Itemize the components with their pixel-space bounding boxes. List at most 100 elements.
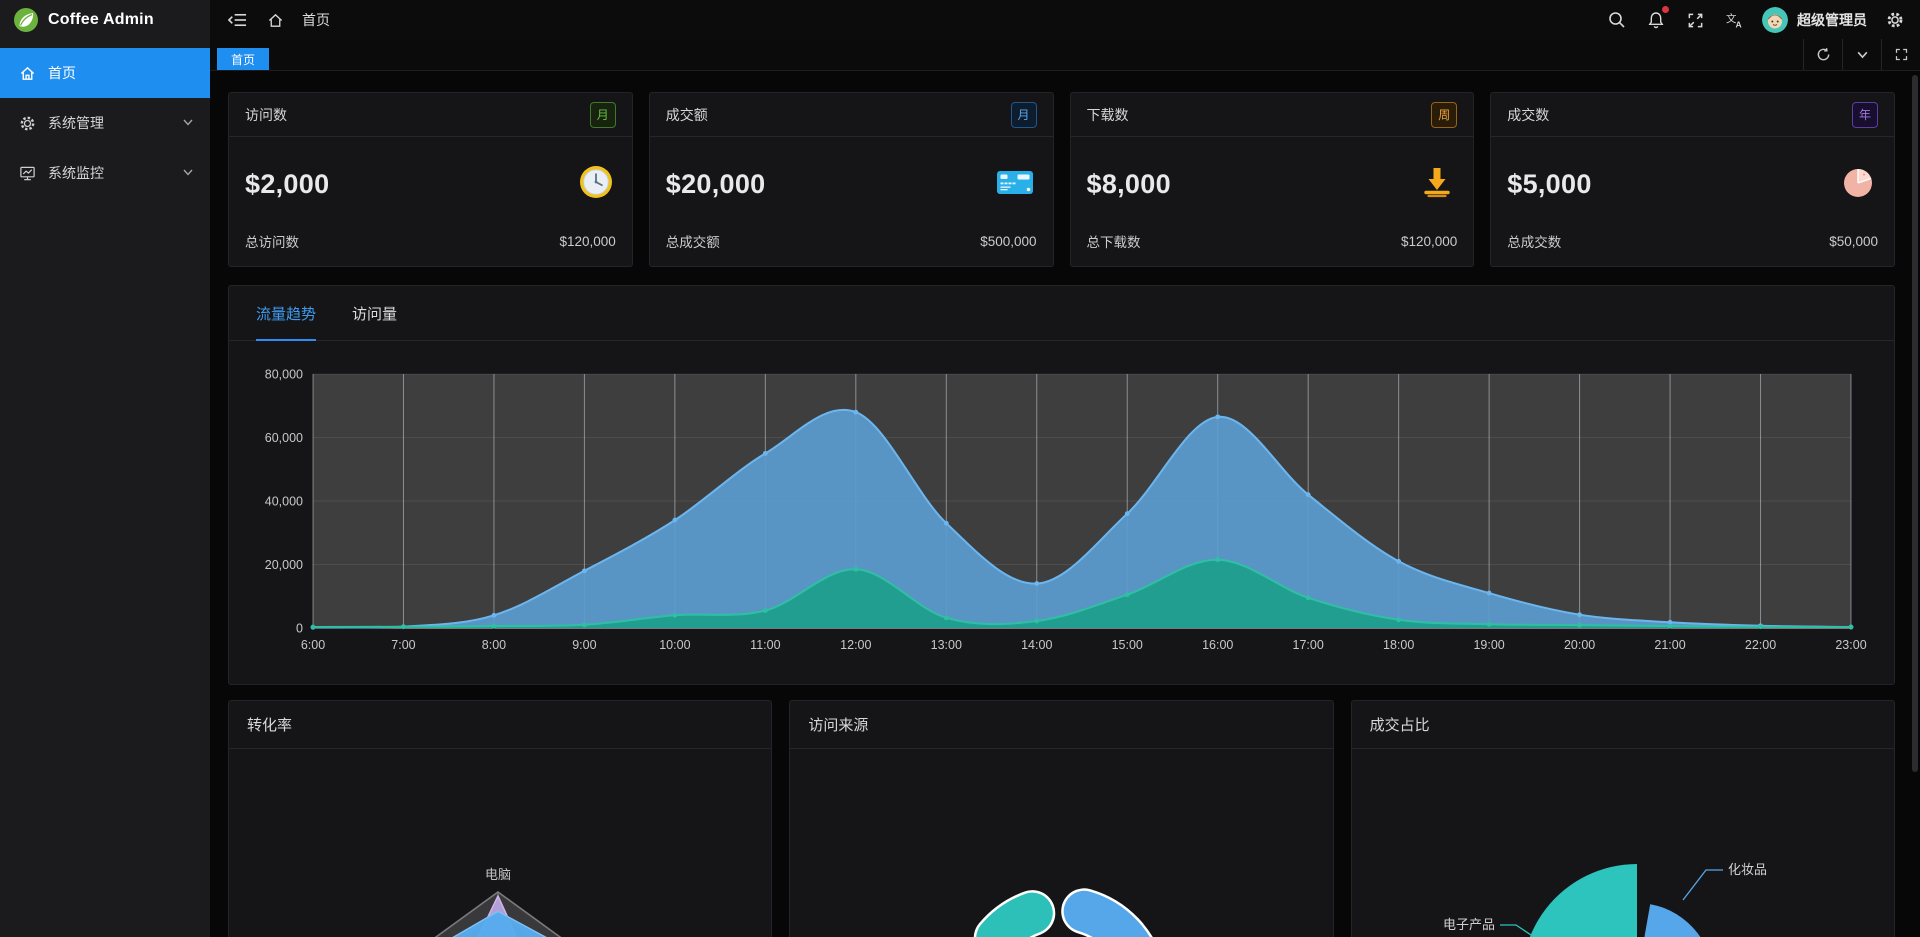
period-badge[interactable]: 月 [589, 101, 616, 128]
svg-text:19:00: 19:00 [1473, 638, 1504, 652]
sidebar-menu: 首页 系统管理 [0, 48, 210, 198]
svg-text:化妆品: 化妆品 [1728, 862, 1767, 877]
deal-share-card: 成交占比 电子产品 化妆品 [1350, 700, 1895, 937]
stat-card-title: 访问数 [245, 106, 287, 123]
stat-card-value: $8,000 [1086, 168, 1171, 199]
notification-dot [1662, 6, 1669, 13]
svg-text:A: A [1735, 20, 1741, 29]
sidebar: Coffee Admin 首页 系统管理 [0, 0, 210, 937]
svg-text:20,000: 20,000 [265, 558, 303, 572]
svg-text:18:00: 18:00 [1383, 638, 1414, 652]
stat-card-footer-value: $500,000 [980, 233, 1037, 249]
stat-card-footer-label: 总成交数 [1507, 235, 1562, 250]
stat-card-value: $20,000 [665, 168, 766, 199]
svg-text:14:00: 14:00 [1021, 638, 1052, 652]
clock-icon [578, 164, 614, 205]
tab-visits[interactable]: 访问量 [352, 305, 398, 323]
card-title: 转化率 [229, 701, 772, 749]
svg-text:8:00: 8:00 [482, 638, 506, 652]
username[interactable]: 超级管理员 [1797, 12, 1867, 28]
refresh-icon[interactable] [1803, 39, 1842, 70]
stat-card-title: 成交数 [1507, 106, 1550, 123]
sidebar-item-label: 系统监控 [48, 165, 104, 181]
main-content: 访问数 月 $2,000 [210, 71, 1920, 937]
stat-card-visits: 访问数 月 $2,000 [228, 92, 633, 267]
svg-text:7:00: 7:00 [391, 638, 415, 652]
sidebar-item-label: 首页 [48, 65, 76, 81]
stat-card-row: 访问数 月 $2,000 [228, 92, 1895, 267]
chevron-down-icon [182, 165, 194, 181]
tab-traffic-trend[interactable]: 流量趋势 [256, 286, 317, 341]
breadcrumb-home-icon[interactable] [264, 9, 286, 31]
menu-fold-icon[interactable] [226, 9, 248, 31]
card-title: 访问来源 [790, 701, 1333, 749]
sidebar-item-system-management[interactable]: 系统管理 [0, 98, 210, 148]
pie-chart-svg: 电子产品 化妆品 [1443, 862, 1767, 937]
stat-card-footer-label: 总成交额 [665, 235, 720, 250]
svg-text:6:00: 6:00 [301, 638, 325, 652]
credit-card-icon [995, 164, 1035, 205]
fullscreen-icon[interactable] [1684, 9, 1706, 31]
trend-tabs: 流量趋势 访问量 [229, 286, 1894, 341]
period-badge[interactable]: 月 [1010, 101, 1037, 128]
search-icon[interactable] [1606, 9, 1628, 31]
svg-text:22:00: 22:00 [1745, 638, 1776, 652]
topbar: 首页 [210, 0, 1920, 40]
stat-card-footer-value: $120,000 [1400, 233, 1458, 249]
card-title: 成交占比 [1351, 701, 1894, 749]
app-title: Coffee Admin [48, 11, 154, 28]
svg-text:12:00: 12:00 [840, 638, 871, 652]
svg-text:11:00: 11:00 [750, 638, 780, 652]
svg-text:21:00: 21:00 [1654, 638, 1685, 652]
home-icon [18, 64, 36, 82]
visit-source-card: 访问来源 [789, 700, 1334, 937]
scrollbar-thumb[interactable] [1912, 75, 1918, 772]
svg-text:文: 文 [1725, 12, 1736, 25]
area-chart-svg: 0 20,000 40,000 60,000 80,000 6:00 7:00 8:00 9:0… [265, 368, 1867, 653]
stat-card-value: $2,000 [245, 168, 330, 199]
stat-card-footer-value: $50,000 [1829, 233, 1878, 249]
pie-chart-icon [1840, 164, 1876, 205]
stat-card-turnover: 成交额 月 $20,000 [648, 92, 1054, 267]
svg-text:电子产品: 电子产品 [1443, 917, 1495, 932]
tab-home[interactable]: 首页 [217, 48, 270, 70]
stat-card-footer-label: 总访问数 [245, 235, 299, 250]
leaf-logo-icon [13, 7, 39, 33]
conversion-radar-chart: 电脑耳机充电器 [229, 749, 771, 937]
translate-icon[interactable]: 文 A [1723, 9, 1745, 31]
svg-text:40,000: 40,000 [265, 495, 303, 509]
stat-card-downloads: 下载数 周 $8,000 总下载数 [1069, 92, 1475, 267]
conversion-rate-card: 转化率 电脑耳机充电器 [228, 700, 773, 937]
maximize-icon[interactable] [1881, 39, 1920, 70]
stat-card-value: $5,000 [1507, 168, 1592, 199]
svg-text:15:00: 15:00 [1112, 638, 1143, 652]
download-icon [1419, 164, 1455, 205]
sidebar-item-home[interactable]: 首页 [0, 48, 210, 98]
svg-text:电脑: 电脑 [485, 867, 511, 882]
deal-share-pie-chart: 电子产品 化妆品 [1352, 749, 1894, 937]
sidebar-item-system-monitoring[interactable]: 系统监控 [0, 148, 210, 198]
tabbar: 首页 [210, 39, 1920, 71]
notification-bell-icon[interactable] [1645, 6, 1669, 31]
monitor-icon [18, 164, 36, 182]
app-logo[interactable]: Coffee Admin [0, 0, 210, 40]
svg-text:9:00: 9:00 [572, 638, 596, 652]
settings-gear-icon[interactable] [1884, 9, 1906, 31]
breadcrumb[interactable]: 首页 [302, 12, 330, 28]
svg-text:60,000: 60,000 [265, 431, 303, 445]
period-badge[interactable]: 年 [1852, 101, 1878, 128]
svg-text:20:00: 20:00 [1564, 638, 1595, 652]
sidebar-item-label: 系统管理 [48, 115, 104, 131]
svg-text:80,000: 80,000 [265, 368, 303, 382]
svg-text:17:00: 17:00 [1293, 638, 1324, 652]
chevron-down-icon[interactable] [1842, 39, 1881, 70]
traffic-trend-card: 流量趋势 访问量 0 20,000 40,000 60,000 80,000 6:00 7:… [228, 285, 1895, 685]
period-badge[interactable]: 周 [1431, 101, 1458, 128]
svg-text:23:00: 23:00 [1835, 638, 1866, 652]
svg-text:16:00: 16:00 [1202, 638, 1233, 652]
tab-controls [1803, 39, 1920, 70]
user-avatar[interactable] [1762, 7, 1788, 33]
stat-card-footer-label: 总下载数 [1086, 235, 1141, 250]
donut-chart-svg [974, 888, 1153, 937]
